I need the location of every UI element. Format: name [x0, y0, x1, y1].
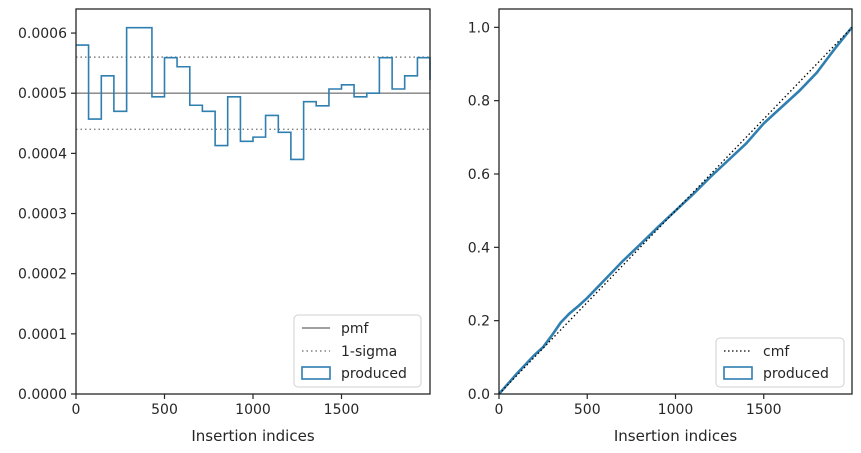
legend-box — [715, 337, 845, 388]
pmf-chart-y-tick-label: 0.0002 — [18, 267, 67, 283]
legend-entry-label: produced — [763, 366, 829, 382]
cmf-chart-x-tick-label: 500 — [574, 402, 601, 418]
cmf-chart-y-tick-label: 0.6 — [468, 167, 490, 183]
cmf-chart-y-tick-label: 0.4 — [468, 240, 490, 256]
cmf-chart-x-tick-label: 0 — [495, 402, 504, 418]
pmf-chart-x-tick-label: 1500 — [324, 402, 360, 418]
legend-entry-label: cmf — [763, 344, 790, 360]
cmf-chart-y-tick-label: 0.0 — [468, 387, 490, 403]
cmf-chart-x-axis: 0 500 1000 1500 — [495, 394, 782, 418]
pmf-chart-y-axis: 0.0000 0.0001 0.0002 0.0003 0.0004 0.0005 0.00… — [18, 26, 76, 403]
pmf-chart-x-axis: 0 500 1000 1500 — [72, 394, 360, 418]
pmf-chart-y-tick-label: 0.0006 — [18, 26, 67, 42]
legend-produced-swatch — [301, 366, 331, 380]
cmf-chart-y-tick-label: 1.0 — [468, 20, 490, 36]
pmf-chart-y-tick-label: 0.0005 — [18, 86, 67, 102]
pmf-chart-x-tick-label: 1000 — [235, 402, 271, 418]
cmf-chart-panel: 0 500 1000 1500 0.0 0.2 0.4 0.6 0.8 1.0 Insertio… — [468, 8, 854, 445]
produced-histogram-series — [76, 26, 431, 161]
pmf-chart-y-tick-label: 0.0000 — [18, 387, 67, 403]
cmf-chart-y-tick-label: 0.8 — [468, 94, 490, 110]
legend-entry-label: 1-sigma — [341, 344, 397, 360]
legend-produced-swatch — [723, 366, 753, 380]
legend-entry-label: produced — [341, 366, 407, 382]
pmf-chart-plot-area — [76, 26, 431, 161]
pmf-chart-x-axis-label: Insertion indices — [191, 427, 314, 445]
legend-box — [293, 314, 422, 388]
pmf-chart-panel: 0 500 1000 1500 0.00000.00010.00020.00030.0… — [18, 8, 431, 445]
cmf-chart-plot-area — [498, 26, 854, 395]
pmf-chart-y-tick-label: 0.0003 — [18, 207, 67, 223]
cmf-chart-y-tick-label: 0.2 — [468, 314, 490, 330]
produced-cumulative-series — [498, 26, 854, 395]
pmf-chart-legend: pmf 1-sigma produced — [293, 314, 422, 388]
cmf-chart-x-tick-label: 1500 — [746, 402, 782, 418]
cmf-chart-y-axis: 0.0 0.2 0.4 0.6 0.8 1.0 — [468, 20, 499, 403]
pmf-chart-x-tick-label: 500 — [151, 402, 178, 418]
cmf-chart-legend: cmf produced — [715, 337, 845, 388]
cmf-chart-x-axis-label: Insertion indices — [614, 427, 737, 445]
legend-entry-label: pmf — [341, 321, 370, 337]
pmf-chart-y-tick-label: 0.0004 — [18, 146, 67, 162]
pmf-chart-x-tick-label: 0 — [72, 402, 81, 418]
pmf-chart-y-tick-label: 0.0001 — [18, 327, 67, 343]
cmf-chart-x-tick-label: 1000 — [658, 402, 694, 418]
cmf-series — [498, 26, 853, 395]
